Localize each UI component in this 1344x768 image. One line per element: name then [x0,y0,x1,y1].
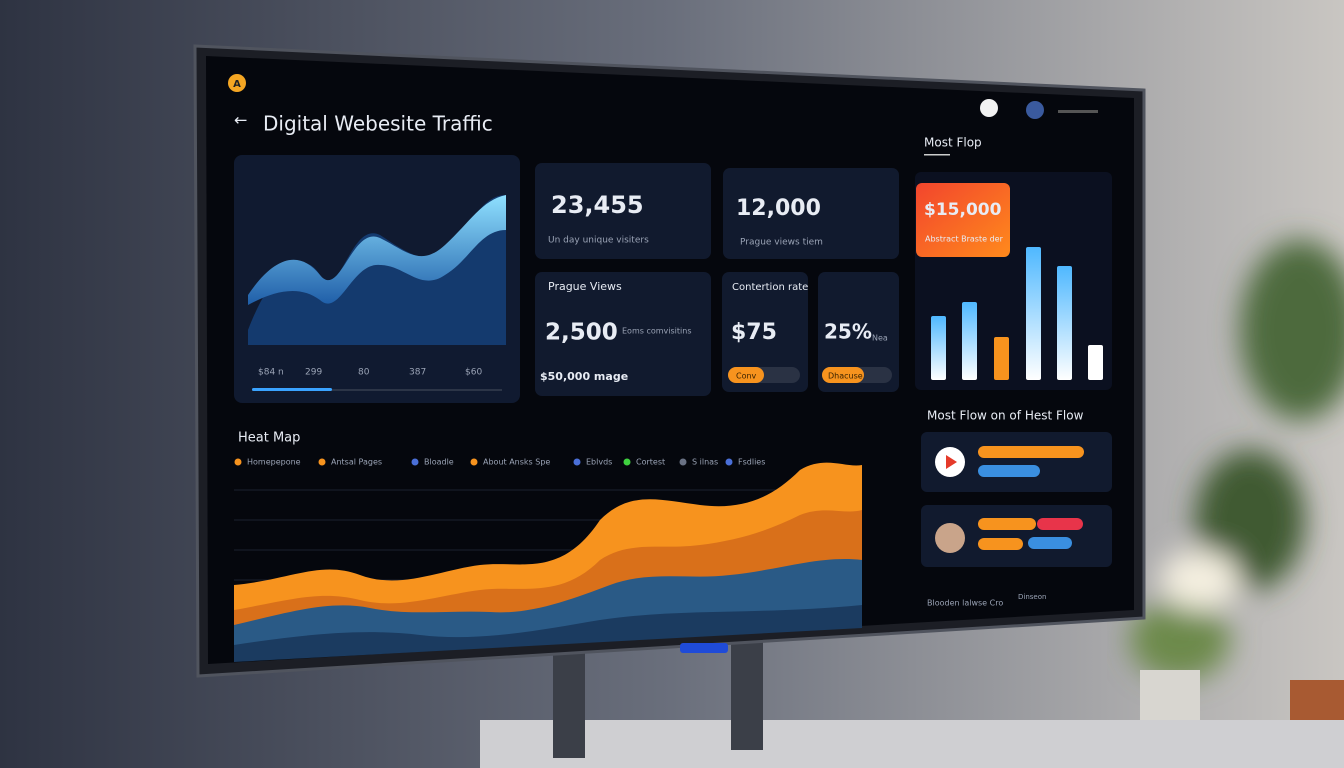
legend-dot [679,458,687,466]
legend-dot [470,458,478,466]
pot [1140,670,1200,720]
flow-bar [978,446,1084,458]
logo-letter: A [233,79,241,90]
stand-leg [731,640,763,750]
button[interactable] [822,367,864,383]
card-value: 2,500 [545,320,618,346]
flow-footer: Dinseon [1018,593,1046,601]
legend-label: About Ansks Spe [483,458,550,467]
traffic-tick: $84 n [258,368,284,378]
bar [1026,247,1041,380]
stat-label: Prague views tiem [740,238,823,248]
play-icon [946,455,957,469]
stat-value: 23,455 [551,191,644,219]
legend-label: Bloadle [424,458,454,467]
card-footer: $50,000 mage [540,370,628,383]
stand-leg [553,640,585,758]
traffic-tick: 80 [358,368,370,378]
legend: Homepepone Antsal Pages Bloadle About Ansks… [234,458,765,467]
rate-card [818,272,899,392]
flop-card [916,183,1010,257]
back-arrow[interactable]: ← [234,111,247,130]
table [480,720,1344,768]
logo [228,74,246,92]
progress-track [252,389,502,391]
legend-dot [623,458,631,466]
traffic-tick: 299 [305,368,322,378]
legend-dot [725,458,733,466]
legend-label: Antsal Pages [331,458,382,467]
stat-label: Un day unique visiters [548,236,649,246]
flop-caption: Abstract Braste der [925,235,1004,244]
underline [924,154,950,156]
legend-label: Eblvds [586,458,612,467]
avatar[interactable] [1026,101,1044,119]
bar [931,316,946,380]
flow-footer: Blooden lalwse Cro [927,599,1003,608]
legend-dot [573,458,581,466]
card-title: Prague Views [548,280,622,293]
flow-bar [978,465,1040,477]
legend-label: Cortest [636,458,665,467]
traffic-tick: $60 [465,368,482,378]
section-title: Heat Map [238,431,300,446]
card-value: $75 [731,320,777,345]
button-label: Dhacuse [828,372,863,381]
traffic-tick: 387 [409,368,426,378]
legend-dot [411,458,419,466]
traffic-wave [248,195,506,305]
card-title: Contertion rate [732,282,808,293]
avatar [935,523,965,553]
page-title: Digital Webesite Traffic [263,112,493,136]
page-views-card [535,272,711,396]
legend-label: S ilnas [692,458,718,467]
conversion-card [722,272,808,392]
legend-label: Homepepone [247,458,301,467]
legend-label: Fsdlies [738,458,765,467]
stat-value: 12,000 [736,196,821,221]
tv-led [680,643,728,653]
flow-bar [978,538,1023,550]
bar [994,337,1009,380]
notification-icon[interactable] [980,99,998,117]
plants [1130,240,1344,680]
flow-bar [1028,537,1072,549]
progress-fill [252,388,332,391]
user-name [1058,110,1098,113]
card-unit: Nea [872,334,888,343]
bar [1057,266,1072,380]
flow-bar [1037,518,1083,530]
section-title: Most Flop [924,136,982,150]
legend-dot [234,458,242,466]
card-value: 25% [824,320,872,344]
flow-bar [978,518,1036,530]
traffic-wave [248,195,506,345]
heat-area [234,605,862,662]
legend-dot [318,458,326,466]
button-label: Conv [736,372,757,381]
bar [1088,345,1103,380]
card-note: Eoms comvisitins [622,327,691,336]
button[interactable] [728,367,764,383]
stat-card [723,168,899,259]
flop-amount: $15,000 [924,200,1002,220]
bar [962,302,977,380]
section-title: Most Flow on of Hest Flow [927,409,1084,423]
stat-card [535,163,711,259]
